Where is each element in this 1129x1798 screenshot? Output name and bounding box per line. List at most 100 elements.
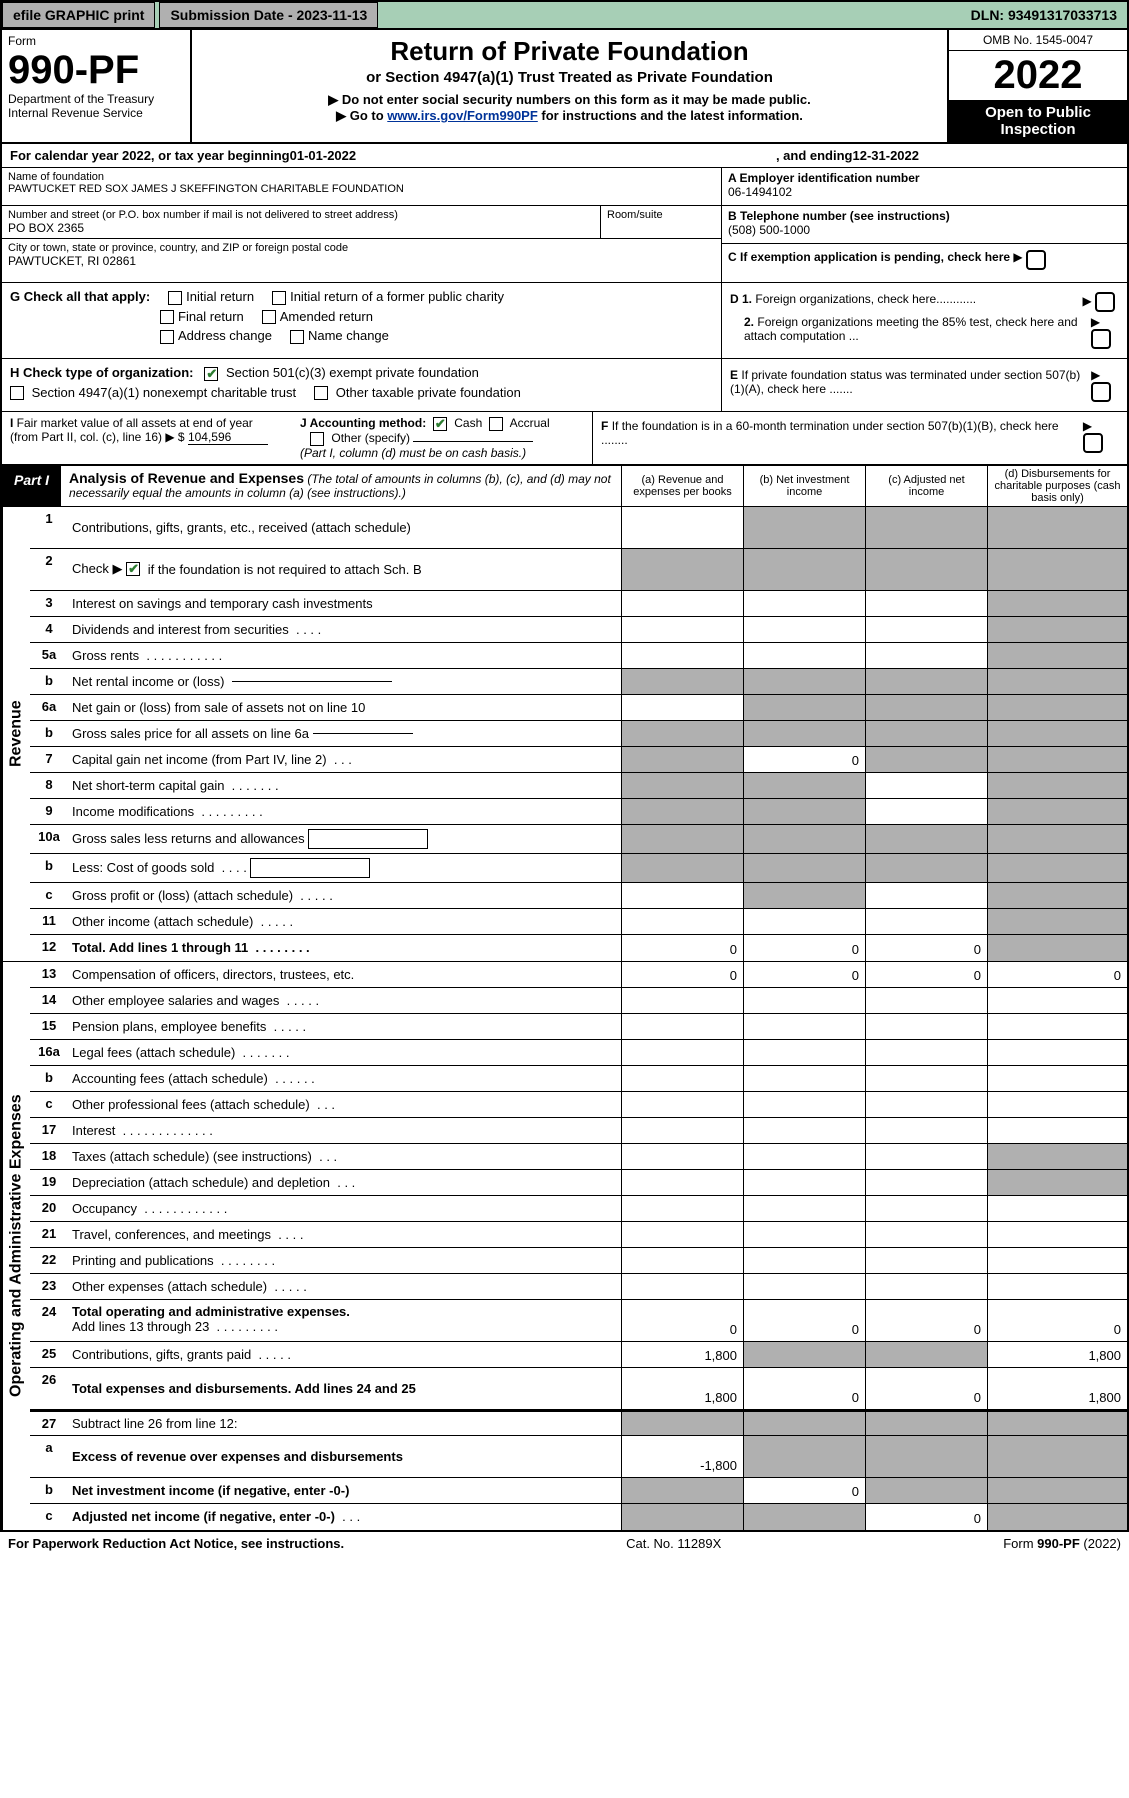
line-12-c: 0 [865, 935, 987, 961]
ein-label: A Employer identification number [728, 171, 1121, 185]
line-25-desc: Contributions, gifts, grants paid . . . … [68, 1342, 621, 1367]
line-21-desc: Travel, conferences, and meetings . . . … [68, 1222, 621, 1247]
form-header-left: Form 990-PF Department of the Treasury I… [2, 30, 192, 142]
submission-date-label: Submission Date - 2023-11-13 [159, 2, 378, 28]
line-12-desc: Total. Add lines 1 through 11 . . . . . … [68, 935, 621, 961]
line-5a-desc: Gross rents . . . . . . . . . . . [68, 643, 621, 668]
line-26-a: 1,800 [621, 1368, 743, 1409]
line-27c-c: 0 [865, 1504, 987, 1530]
room-suite-label: Room/suite [607, 209, 663, 221]
g-opt-3: Amended return [280, 309, 373, 324]
instr2-post: for instructions and the latest informat… [538, 108, 803, 123]
entity-right: A Employer identification number 06-1494… [722, 168, 1127, 282]
instr2-pre: ▶ Go to [336, 108, 387, 123]
j-cash-checkbox[interactable] [433, 417, 447, 431]
part1-title: Analysis of Revenue and Expenses [69, 470, 304, 486]
col-b-header: (b) Net investment income [743, 466, 865, 506]
revenue-side-label: Revenue [2, 507, 30, 961]
g-amended-return-checkbox[interactable] [262, 310, 276, 324]
col-d-header: (d) Disbursements for charitable purpose… [987, 466, 1127, 506]
g-label: G Check all that apply: [10, 289, 150, 304]
e-checkbox[interactable] [1091, 382, 1111, 402]
part1-description: Analysis of Revenue and Expenses (The to… [61, 466, 621, 506]
city-cell: City or town, state or province, country… [2, 239, 721, 277]
room-suite-cell: Room/suite [601, 206, 721, 238]
line-22-desc: Printing and publications . . . . . . . … [68, 1248, 621, 1273]
calendar-year-row: For calendar year 2022, or tax year begi… [0, 144, 1129, 168]
fmv-value: 104,596 [188, 430, 268, 445]
tax-year: 2022 [949, 51, 1127, 100]
j-label: J Accounting method: [300, 416, 426, 430]
h-other-checkbox[interactable] [314, 386, 328, 400]
h-501c3-checkbox[interactable] [204, 367, 218, 381]
line-16c-desc: Other professional fees (attach schedule… [68, 1092, 621, 1117]
line-24-desc: Total operating and administrative expen… [68, 1300, 621, 1341]
j-accrual: Accrual [510, 416, 550, 430]
city-value: PAWTUCKET, RI 02861 [8, 254, 715, 268]
top-bar: efile GRAPHIC print Submission Date - 20… [0, 0, 1129, 30]
line-11-desc: Other income (attach schedule) . . . . . [68, 909, 621, 934]
line-20-desc: Occupancy . . . . . . . . . . . . [68, 1196, 621, 1221]
section-g-d: G Check all that apply: Initial return I… [0, 283, 1129, 359]
line-16a-desc: Legal fees (attach schedule) . . . . . .… [68, 1040, 621, 1065]
line-23-desc: Other expenses (attach schedule) . . . .… [68, 1274, 621, 1299]
j-other-checkbox[interactable] [310, 432, 324, 446]
f-checkbox[interactable] [1083, 433, 1103, 453]
open-to-public-badge: Open to Public Inspection [949, 100, 1127, 142]
line-24-b: 0 [743, 1300, 865, 1341]
page-footer: For Paperwork Reduction Act Notice, see … [0, 1532, 1129, 1555]
form-instruction-2: ▶ Go to www.irs.gov/Form990PF for instru… [202, 108, 937, 124]
expenses-section: Operating and Administrative Expenses 13… [0, 962, 1129, 1532]
form-instruction-1: ▶ Do not enter social security numbers o… [202, 92, 937, 108]
phone-value: (508) 500-1000 [728, 223, 1121, 237]
efile-print-button[interactable]: efile GRAPHIC print [2, 2, 155, 28]
entity-block: Name of foundation PAWTUCKET RED SOX JAM… [0, 168, 1129, 283]
j-section: J Accounting method: Cash Accrual Other … [292, 412, 592, 464]
d2-checkbox[interactable] [1091, 329, 1111, 349]
h-opt-1: Section 501(c)(3) exempt private foundat… [226, 365, 479, 380]
j-accrual-checkbox[interactable] [489, 417, 503, 431]
form-number: 990-PF [8, 50, 184, 90]
line-7-desc: Capital gain net income (from Part IV, l… [68, 747, 621, 772]
foundation-name-label: Name of foundation [8, 171, 715, 183]
j-cash: Cash [454, 416, 482, 430]
line-2-checkbox[interactable] [126, 562, 140, 576]
foundation-name-cell: Name of foundation PAWTUCKET RED SOX JAM… [2, 168, 721, 206]
line-26-d: 1,800 [987, 1368, 1127, 1409]
line-27b-b: 0 [743, 1478, 865, 1503]
c-checkbox[interactable] [1026, 250, 1046, 270]
foundation-name: PAWTUCKET RED SOX JAMES J SKEFFINGTON CH… [8, 183, 715, 195]
j-other: Other (specify) [331, 431, 410, 445]
line-10a-desc: Gross sales less returns and allowances [68, 825, 621, 853]
part1-label: Part I [2, 466, 61, 506]
g-final-return-checkbox[interactable] [160, 310, 174, 324]
line-3-desc: Interest on savings and temporary cash i… [68, 591, 621, 616]
d1-checkbox[interactable] [1095, 292, 1115, 312]
dept-line-2: Internal Revenue Service [8, 106, 184, 120]
dept-line-1: Department of the Treasury [8, 92, 184, 106]
footer-left: For Paperwork Reduction Act Notice, see … [8, 1536, 344, 1551]
line-24-c: 0 [865, 1300, 987, 1341]
h-4947-checkbox[interactable] [10, 386, 24, 400]
line-26-b: 0 [743, 1368, 865, 1409]
g-address-change-checkbox[interactable] [160, 330, 174, 344]
revenue-section: Revenue 1Contributions, gifts, grants, e… [0, 507, 1129, 962]
line-16b-desc: Accounting fees (attach schedule) . . . … [68, 1066, 621, 1091]
line-1-desc: Contributions, gifts, grants, etc., rece… [68, 507, 621, 548]
line-13-b: 0 [743, 962, 865, 987]
g-initial-former-checkbox[interactable] [272, 291, 286, 305]
c-label: C If exemption application is pending, c… [728, 250, 1010, 264]
line-27c-desc: Adjusted net income (if negative, enter … [68, 1504, 621, 1530]
line-10b-desc: Less: Cost of goods sold . . . . [68, 854, 621, 882]
line-5b-desc: Net rental income or (loss) [68, 669, 621, 694]
section-i-j-f: I Fair market value of all assets at end… [0, 412, 1129, 466]
g-name-change-checkbox[interactable] [290, 330, 304, 344]
ein-cell: A Employer identification number 06-1494… [722, 168, 1127, 206]
calyear-mid: , and ending [776, 148, 853, 163]
g-initial-return-checkbox[interactable] [168, 291, 182, 305]
line-13-d: 0 [987, 962, 1127, 987]
line-10c-desc: Gross profit or (loss) (attach schedule)… [68, 883, 621, 908]
part1-header: Part I Analysis of Revenue and Expenses … [0, 466, 1129, 507]
line-13-a: 0 [621, 962, 743, 987]
irs-link[interactable]: www.irs.gov/Form990PF [387, 108, 538, 123]
